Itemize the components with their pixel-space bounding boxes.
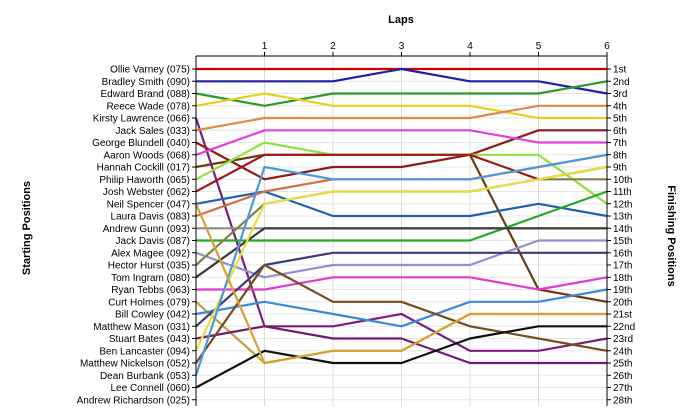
series-line-4 bbox=[195, 92, 607, 120]
starting-label: Josh Webster (062) bbox=[103, 187, 190, 198]
starting-label: Hannah Cockill (017) bbox=[97, 163, 190, 174]
finishing-label: 16th bbox=[613, 248, 632, 259]
lap-tick-label: 5 bbox=[536, 41, 542, 52]
chart-title: Laps bbox=[388, 14, 414, 26]
finishing-label: 13th bbox=[613, 212, 632, 223]
series-line-19 bbox=[196, 276, 608, 291]
starting-label: Bradley Smith (090) bbox=[102, 77, 190, 88]
starting-label: Bill Cowley (042) bbox=[115, 310, 190, 321]
finishing-label: 18th bbox=[613, 273, 632, 284]
starting-label: Matthew Mason (031) bbox=[93, 322, 190, 333]
finishing-label: 8th bbox=[613, 150, 627, 161]
position-lines bbox=[194, 67, 608, 389]
series-line-28 bbox=[194, 203, 607, 365]
series-line-7 bbox=[195, 129, 607, 181]
starting-labels: Ollie Varney (075)Bradley Smith (090)Edw… bbox=[77, 65, 190, 407]
series-line-8 bbox=[195, 129, 607, 156]
finishing-label: 22nd bbox=[613, 322, 635, 333]
series-line-6 bbox=[195, 104, 607, 132]
series-line-26 bbox=[194, 153, 608, 376]
finishing-label: 19th bbox=[613, 285, 632, 296]
starting-label: Neil Spencer (047) bbox=[107, 199, 190, 210]
finishing-label: 17th bbox=[613, 261, 632, 272]
starting-label: Jack Davis (087) bbox=[116, 236, 190, 247]
starting-label: Dean Burbank (053) bbox=[100, 371, 190, 382]
series-line-16 bbox=[195, 239, 607, 279]
starting-label: Edward Brand (088) bbox=[101, 89, 191, 100]
series-line-15 bbox=[196, 190, 608, 242]
lap-tick-label: 6 bbox=[604, 41, 610, 52]
series-line-18 bbox=[195, 227, 607, 279]
starting-label: Ben Lancaster (094) bbox=[99, 346, 190, 357]
finishing-label: 11th bbox=[613, 187, 632, 198]
finishing-label: 3rd bbox=[613, 89, 627, 100]
series-line-21 bbox=[195, 288, 608, 328]
lap-ticks: 1 2 3 4 5 6 bbox=[262, 41, 610, 56]
starting-label: Jack Sales (033) bbox=[116, 126, 190, 137]
finishing-label: 7th bbox=[613, 138, 627, 149]
starting-label: Ryan Tebbs (063) bbox=[111, 285, 190, 296]
lap-tick-label: 3 bbox=[399, 41, 405, 52]
finishing-label: 23rd bbox=[613, 334, 633, 345]
finishing-label: 4th bbox=[613, 101, 627, 112]
finishing-label: 12th bbox=[613, 199, 632, 210]
starting-label: Philip Haworth (065) bbox=[99, 175, 190, 186]
starting-label: Stuart Bates (043) bbox=[109, 334, 190, 345]
series-line-23 bbox=[195, 325, 607, 365]
series-line-24 bbox=[195, 165, 608, 352]
starting-label: Andrew Richardson (025) bbox=[77, 395, 190, 406]
series-line-2 bbox=[196, 67, 608, 95]
starting-label: Matthew Nickelson (052) bbox=[80, 359, 190, 370]
series-line-27 bbox=[195, 325, 607, 389]
starting-label: Ollie Varney (075) bbox=[110, 65, 190, 76]
finishing-label: 15th bbox=[613, 236, 632, 247]
starting-label: Laura Davis (083) bbox=[111, 212, 190, 223]
lap-tick-label: 2 bbox=[330, 41, 336, 52]
starting-label: Tom Ingram (080) bbox=[111, 273, 190, 284]
starting-label: Hector Hurst (035) bbox=[108, 261, 190, 272]
starting-label: Curt Holmes (079) bbox=[108, 297, 190, 308]
finishing-label: 24th bbox=[613, 346, 632, 357]
finishing-label: 27th bbox=[613, 383, 632, 394]
finishing-label: 20th bbox=[613, 297, 632, 308]
starting-label: Reece Wade (078) bbox=[106, 101, 190, 112]
series-line-3 bbox=[195, 80, 608, 107]
starting-label: Kirsty Lawrence (066) bbox=[93, 114, 190, 125]
lap-tick-label: 1 bbox=[262, 41, 268, 52]
series-line-25 bbox=[195, 263, 608, 364]
y-axis-label-left: Starting Positions bbox=[21, 181, 33, 275]
finishing-label: 2nd bbox=[613, 77, 630, 88]
finishing-label: 10th bbox=[613, 175, 632, 186]
finishing-label: 5th bbox=[613, 114, 627, 125]
starting-label: Andrew Gunn (093) bbox=[103, 224, 190, 235]
finishing-label: 25th bbox=[613, 359, 632, 370]
starting-label: Alex Magee (092) bbox=[111, 248, 190, 259]
finishing-label: 28th bbox=[613, 395, 632, 406]
starting-label: Lee Connell (060) bbox=[111, 383, 191, 394]
y-axis-label-right: Finishing Positions bbox=[665, 185, 677, 286]
starting-label: George Blundell (040) bbox=[92, 138, 190, 149]
finishing-label: 14th bbox=[613, 224, 632, 235]
finishing-label: 6th bbox=[613, 126, 627, 137]
starting-label: Aaron Woods (068) bbox=[103, 150, 190, 161]
finishing-label: 26th bbox=[613, 371, 632, 382]
finishing-label: 1st bbox=[613, 65, 627, 76]
lap-tick-label: 4 bbox=[467, 41, 473, 52]
finishing-label: 9th bbox=[613, 163, 627, 174]
finishing-label: 21st bbox=[613, 310, 632, 321]
